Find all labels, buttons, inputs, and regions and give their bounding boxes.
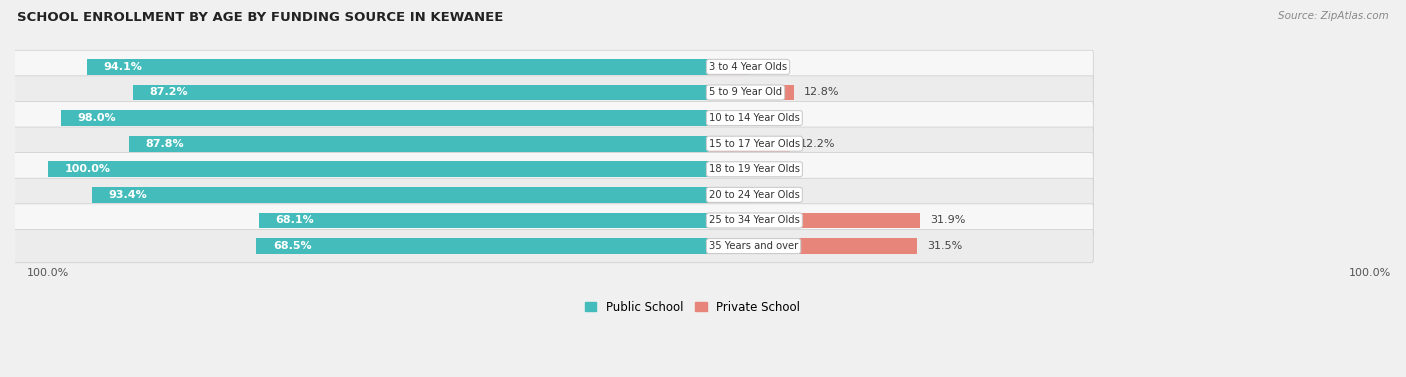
Text: 15 to 17 Year Olds: 15 to 17 Year Olds bbox=[709, 139, 800, 149]
Text: 5 to 9 Year Old: 5 to 9 Year Old bbox=[709, 87, 782, 98]
Text: 68.5%: 68.5% bbox=[273, 241, 311, 251]
Text: 12.8%: 12.8% bbox=[803, 87, 839, 98]
FancyBboxPatch shape bbox=[14, 153, 1094, 186]
Text: 3 to 4 Year Olds: 3 to 4 Year Olds bbox=[709, 62, 787, 72]
Bar bbox=[129, 136, 709, 152]
FancyBboxPatch shape bbox=[14, 50, 1094, 83]
Text: 6.7%: 6.7% bbox=[763, 190, 792, 200]
Bar bbox=[132, 84, 709, 100]
Bar bbox=[709, 110, 723, 126]
FancyBboxPatch shape bbox=[14, 76, 1094, 109]
Bar bbox=[48, 161, 709, 177]
Text: 31.9%: 31.9% bbox=[929, 216, 965, 225]
Text: 10 to 14 Year Olds: 10 to 14 Year Olds bbox=[709, 113, 800, 123]
Text: Source: ZipAtlas.com: Source: ZipAtlas.com bbox=[1278, 11, 1389, 21]
Text: 5.9%: 5.9% bbox=[758, 62, 786, 72]
Bar bbox=[709, 59, 748, 75]
Text: 94.1%: 94.1% bbox=[104, 62, 142, 72]
Bar bbox=[62, 110, 709, 126]
Text: 35 Years and over: 35 Years and over bbox=[709, 241, 799, 251]
Text: 25 to 34 Year Olds: 25 to 34 Year Olds bbox=[709, 216, 800, 225]
Bar bbox=[709, 213, 920, 228]
FancyBboxPatch shape bbox=[14, 101, 1094, 135]
Bar bbox=[709, 136, 790, 152]
Text: 31.5%: 31.5% bbox=[927, 241, 962, 251]
Text: 87.2%: 87.2% bbox=[149, 87, 188, 98]
Text: SCHOOL ENROLLMENT BY AGE BY FUNDING SOURCE IN KEWANEE: SCHOOL ENROLLMENT BY AGE BY FUNDING SOUR… bbox=[17, 11, 503, 24]
Text: 93.4%: 93.4% bbox=[108, 190, 148, 200]
Text: 0.0%: 0.0% bbox=[718, 164, 747, 174]
Bar bbox=[709, 187, 754, 203]
Bar bbox=[256, 238, 709, 254]
Bar bbox=[709, 238, 917, 254]
Bar bbox=[259, 213, 709, 228]
FancyBboxPatch shape bbox=[14, 178, 1094, 211]
Text: 98.0%: 98.0% bbox=[77, 113, 117, 123]
Legend: Public School, Private School: Public School, Private School bbox=[579, 296, 806, 318]
Text: 12.2%: 12.2% bbox=[800, 139, 835, 149]
Text: 18 to 19 Year Olds: 18 to 19 Year Olds bbox=[709, 164, 800, 174]
Bar bbox=[709, 84, 793, 100]
Text: 100.0%: 100.0% bbox=[65, 164, 111, 174]
Text: 20 to 24 Year Olds: 20 to 24 Year Olds bbox=[709, 190, 800, 200]
Bar bbox=[91, 187, 709, 203]
FancyBboxPatch shape bbox=[14, 204, 1094, 237]
Bar bbox=[87, 59, 709, 75]
Text: 87.8%: 87.8% bbox=[145, 139, 184, 149]
FancyBboxPatch shape bbox=[14, 230, 1094, 263]
Text: 68.1%: 68.1% bbox=[276, 216, 314, 225]
FancyBboxPatch shape bbox=[14, 127, 1094, 160]
Text: 2.0%: 2.0% bbox=[733, 113, 761, 123]
